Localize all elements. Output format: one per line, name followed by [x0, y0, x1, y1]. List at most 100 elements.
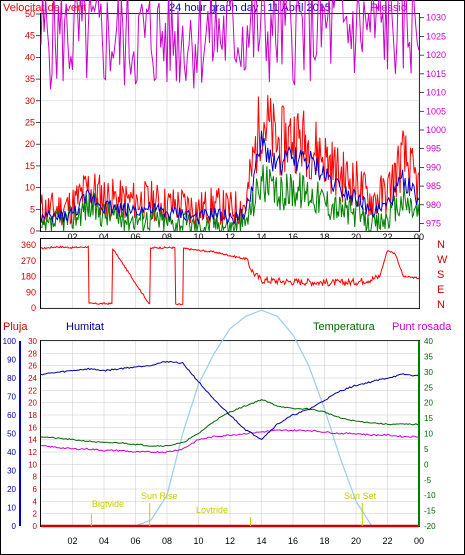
temperature-tick: 25 [424, 383, 433, 392]
rain-tick: 14 [28, 436, 37, 445]
pressure-tick: 1000 [426, 125, 446, 135]
rain-tick: 16 [28, 423, 37, 432]
compass-w: W [437, 254, 448, 266]
temp-time-tick: 16 [288, 536, 298, 546]
pressure-tick: 990 [426, 162, 441, 172]
compass-e: E [437, 284, 444, 296]
temperature-tick: -10 [424, 491, 436, 500]
pressure-tick: 1005 [426, 106, 446, 116]
rain-tick: 22 [28, 386, 37, 395]
temp-time-tick: 10 [193, 536, 203, 546]
compass-n-top: N [437, 239, 445, 251]
humidity-tick: 50 [7, 430, 16, 439]
temperature-tick: 30 [424, 368, 433, 377]
wind-time-tick: 20 [351, 232, 361, 242]
temp-series [40, 360, 420, 528]
wind-time-tick: 18 [319, 232, 329, 242]
rain-tick: 0 [33, 522, 38, 531]
temp-time-axis: 02 04 06 08 10 12 14 16 18 20 22 00 [67, 536, 424, 546]
wind-avg-line [40, 130, 420, 225]
temperature-title: Temperatura [313, 321, 376, 333]
humidity-tick: 100 [3, 337, 17, 346]
wind-time-tick: 16 [288, 232, 298, 242]
temperature-tick: -20 [424, 522, 436, 531]
humidity-tick: 60 [7, 411, 16, 420]
dew-point-line [40, 429, 420, 454]
humidity-tick: 10 [7, 504, 16, 513]
wind-time-tick: 12 [225, 232, 235, 242]
temp-time-tick: 04 [99, 536, 109, 546]
direction-tick: 90 [26, 287, 36, 297]
wind-min-line [40, 164, 420, 233]
direction-panel-grid [41, 239, 420, 309]
temp-time-tick: 18 [319, 536, 329, 546]
direction-tick: 360 [21, 240, 36, 250]
wind-speed-tick: 15 [25, 161, 35, 171]
humidity-line [40, 360, 420, 440]
rain-tick: 28 [28, 349, 37, 358]
rain-tick: 12 [28, 448, 37, 457]
pressure-tick: 1015 [426, 69, 446, 79]
pressure-tick: 1020 [426, 50, 446, 60]
humidity-tick: 70 [7, 393, 16, 402]
pressure-tick: 995 [426, 144, 441, 154]
direction-axis: 0 90 180 270 360 [21, 240, 36, 313]
temperature-tick: 0 [424, 460, 429, 469]
wind-speed-tick: 10 [25, 183, 35, 193]
wind-direction-line [40, 245, 420, 306]
rain-tick: 24 [28, 374, 37, 383]
wind-time-tick: 10 [193, 232, 203, 242]
rain-tick: 18 [28, 411, 37, 420]
wind-time-axis: 02 04 06 08 10 12 14 16 18 20 22 00 [67, 232, 424, 242]
temperature-tick: 40 [424, 337, 433, 346]
wind-speed-tick: 30 [25, 96, 35, 106]
humidity-axis: 0 10 20 30 40 50 60 70 80 90 100 [3, 337, 21, 531]
pressure-tick: 1030 [426, 13, 446, 23]
pressure-axis: 975 980 985 990 995 1000 1005 1010 1015 1020 1025 1… [420, 13, 446, 229]
wind-time-tick: 00 [414, 232, 424, 242]
temperature-tick: 15 [424, 414, 433, 423]
wind-speed-tick: 0 [30, 226, 35, 236]
direction-tick: 180 [21, 272, 36, 282]
temperature-line [40, 399, 420, 447]
pressure-tick: 1025 [426, 31, 446, 41]
rain-tick: 6 [33, 485, 38, 494]
rain-tick: 4 [33, 497, 38, 506]
temp-time-tick: 00 [414, 536, 424, 546]
humidity-tick: 90 [7, 356, 16, 365]
dew-point-title: Punt rosada [392, 321, 452, 333]
pressure-tick: 980 [426, 200, 441, 210]
pressure-tick: 975 [426, 219, 441, 229]
wind-time-tick: 02 [67, 232, 77, 242]
compass-s: S [437, 269, 444, 281]
humidity-tick: 30 [7, 467, 16, 476]
rain-title: Pluja [3, 321, 28, 333]
temperature-tick: 20 [424, 399, 433, 408]
temp-time-tick: 14 [256, 536, 266, 546]
temperature-tick: 10 [424, 430, 433, 439]
direction-tick: 270 [21, 256, 36, 266]
compass-labels: N W S E N [437, 239, 448, 311]
pressure-line [40, 0, 420, 90]
humidity-tick: 80 [7, 374, 16, 383]
dawn-label: Bigtvide [92, 499, 124, 509]
rain-tick: 8 [33, 473, 38, 482]
pressure-tick: 985 [426, 181, 441, 191]
rain-tick: 30 [28, 337, 37, 346]
wind-speed-tick: 50 [25, 9, 35, 19]
temp-time-tick: 02 [67, 536, 77, 546]
wind-series [40, 0, 420, 233]
wind-speed-tick: 5 [30, 204, 35, 214]
rain-tick: 10 [28, 460, 37, 469]
temperature-tick: 35 [424, 352, 433, 361]
wind-speed-tick: 40 [25, 52, 35, 62]
temperature-tick: -15 [424, 507, 436, 516]
temperature-tick: 5 [424, 445, 429, 454]
wind-time-tick: 22 [382, 232, 392, 242]
temperature-tick: -5 [424, 476, 432, 485]
wind-time-tick: 06 [130, 232, 140, 242]
wind-time-tick: 08 [162, 232, 172, 242]
humidity-tick: 20 [7, 485, 16, 494]
